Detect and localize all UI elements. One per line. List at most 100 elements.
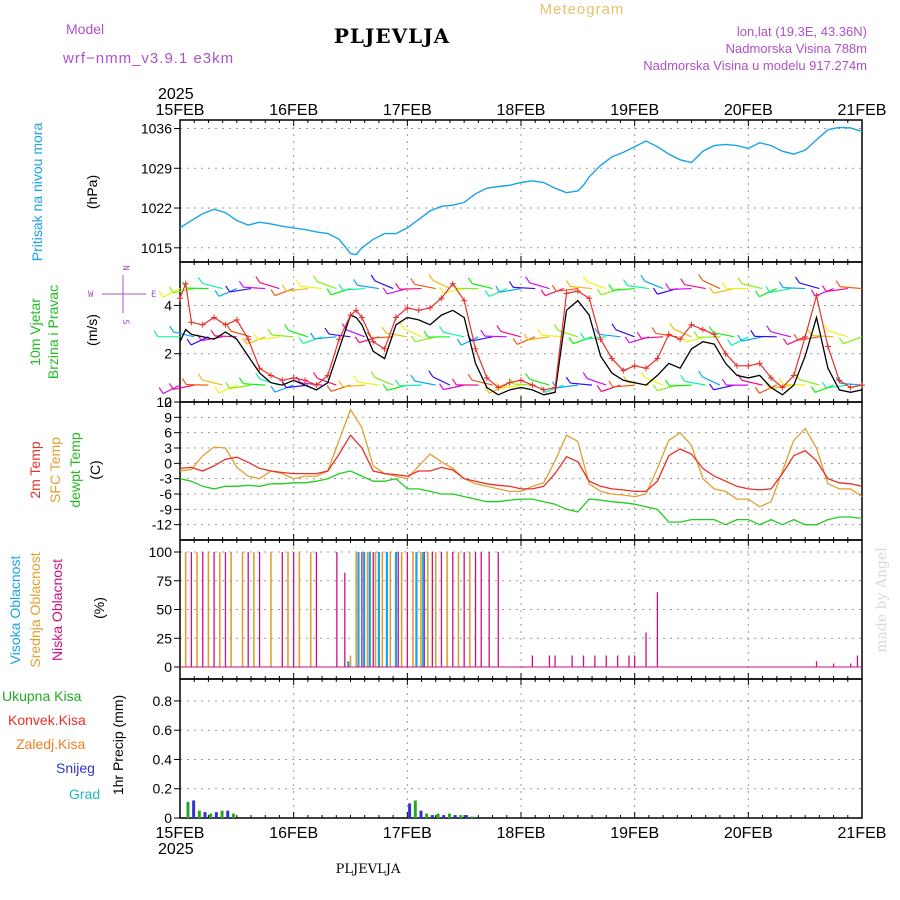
wind-barb-flag [726, 338, 732, 346]
wind-barb-flag [281, 284, 287, 292]
compass-n: N [120, 265, 130, 270]
wind-barb-flag [709, 383, 715, 391]
wind-barb-flag [438, 286, 444, 294]
wind-barb [190, 336, 209, 346]
wind-barb-flag [523, 333, 529, 341]
wind-barb-flag [821, 381, 827, 389]
wind-barb-flag [295, 376, 301, 384]
wind-barb-flag [652, 287, 658, 295]
wind-barb-flag [312, 371, 318, 379]
wind-barb-flag [794, 276, 800, 284]
wind-gust-marker [722, 350, 729, 357]
wind-barb-flag [354, 336, 360, 343]
wind-barb-flag [298, 337, 304, 344]
wind-barb [472, 379, 493, 386]
wind-barb [669, 384, 692, 387]
precip-bar [447, 813, 451, 818]
wind-barb [443, 384, 465, 391]
precip-bar [470, 816, 474, 818]
year-label-bottom: 2025 [158, 841, 194, 858]
wind-barb-flag [778, 377, 784, 385]
wind-gust-marker [324, 372, 331, 379]
wind-barb [587, 281, 607, 290]
y-tick-label: 2 [164, 346, 172, 362]
bottom-time-axis: 15FEB 16FEB 17FEB 18FEB 19FEB 20FEB 21FEB [156, 825, 887, 842]
day-label-bottom: 21FEB [838, 825, 887, 842]
precip-bar [419, 810, 423, 818]
wind-barb-flag [168, 383, 174, 390]
wind-barb-flag [810, 386, 816, 393]
wind-barb [541, 334, 564, 338]
wind-gust-marker [245, 336, 252, 343]
wind-barb-flag [838, 337, 844, 345]
wind-barb-flag [338, 380, 344, 388]
wind-barb [741, 379, 763, 386]
y-tick-label: 0 [164, 394, 172, 410]
wind-gust-marker [518, 377, 524, 384]
wind-barb-flag [225, 285, 231, 293]
wind-gust-marker [427, 304, 434, 311]
wind-barb [173, 384, 195, 390]
wind-gust-marker [506, 379, 513, 386]
low-cloud-label: Niska Oblacnost [49, 559, 65, 661]
wind-gust-marker [461, 297, 468, 304]
wind-barb [811, 334, 834, 338]
compass-e: E [151, 290, 156, 300]
wind-barb [499, 287, 522, 293]
wind-barb [274, 384, 294, 393]
wind-gust-marker [711, 331, 718, 338]
wind-barb [229, 384, 252, 390]
wind-gust-marker [620, 367, 627, 374]
wind-barb [218, 288, 238, 297]
wind-barb-flag [255, 276, 261, 283]
wind-barb-flag [496, 325, 502, 332]
day-label-bottom: 19FEB [610, 825, 659, 842]
wind-barb-flag [582, 372, 588, 379]
wind-gust-marker [745, 362, 752, 369]
wind-gust-marker [279, 377, 286, 384]
wind-barb-flag [158, 290, 164, 298]
wind-barb-flag [295, 279, 301, 287]
wind-barb [840, 286, 863, 290]
wind-barb-flag [565, 280, 571, 287]
model-name: wrf−nmm_v3.9.1 e3km [62, 50, 234, 67]
wind-barb-flag [525, 276, 531, 284]
dewpoint-line [179, 470, 863, 526]
wind-gust-marker [392, 314, 399, 321]
y-tick-label: 100 [149, 544, 173, 560]
wind-gust-marker [677, 336, 684, 343]
wind-barb-flag [553, 324, 559, 331]
wind-gust-marker [802, 333, 809, 340]
precip-bar [464, 815, 468, 818]
wind-barb-flag [238, 280, 244, 288]
wind-barb [499, 384, 522, 390]
wind-barb [759, 384, 778, 394]
wind-gust-marker [643, 365, 650, 372]
wind-gust-marker [188, 319, 195, 326]
wind-barb [612, 384, 635, 388]
wind-barb-flag [186, 338, 192, 346]
wind-barb [644, 280, 664, 290]
wind-gust-marker [370, 338, 377, 345]
temp2m-line [179, 434, 863, 493]
wind-gust-marker [699, 326, 706, 333]
wind-barb [641, 336, 664, 339]
wind-barb-flag [821, 285, 827, 292]
dew-label: dewpt Temp [67, 432, 83, 507]
wind-barb [230, 330, 252, 338]
wind-barb [218, 384, 238, 394]
legend-snow: Snijeg [56, 760, 95, 776]
y-tick-label: 75 [156, 573, 172, 589]
wind-barb [669, 287, 692, 291]
y-tick-label: 0.2 [153, 781, 173, 797]
wind-barb-flag [551, 284, 557, 292]
day-label-bottom: 15FEB [156, 825, 205, 842]
wind-barb-flag [778, 281, 784, 288]
wind-barb [627, 284, 649, 290]
wind-barb-flag [153, 330, 159, 338]
wind-barb [300, 285, 323, 290]
wind-barb-flag [651, 327, 657, 334]
wind-panel [153, 273, 865, 396]
y-tick-label: 25 [156, 630, 172, 646]
wind-barb-flag [665, 283, 671, 290]
